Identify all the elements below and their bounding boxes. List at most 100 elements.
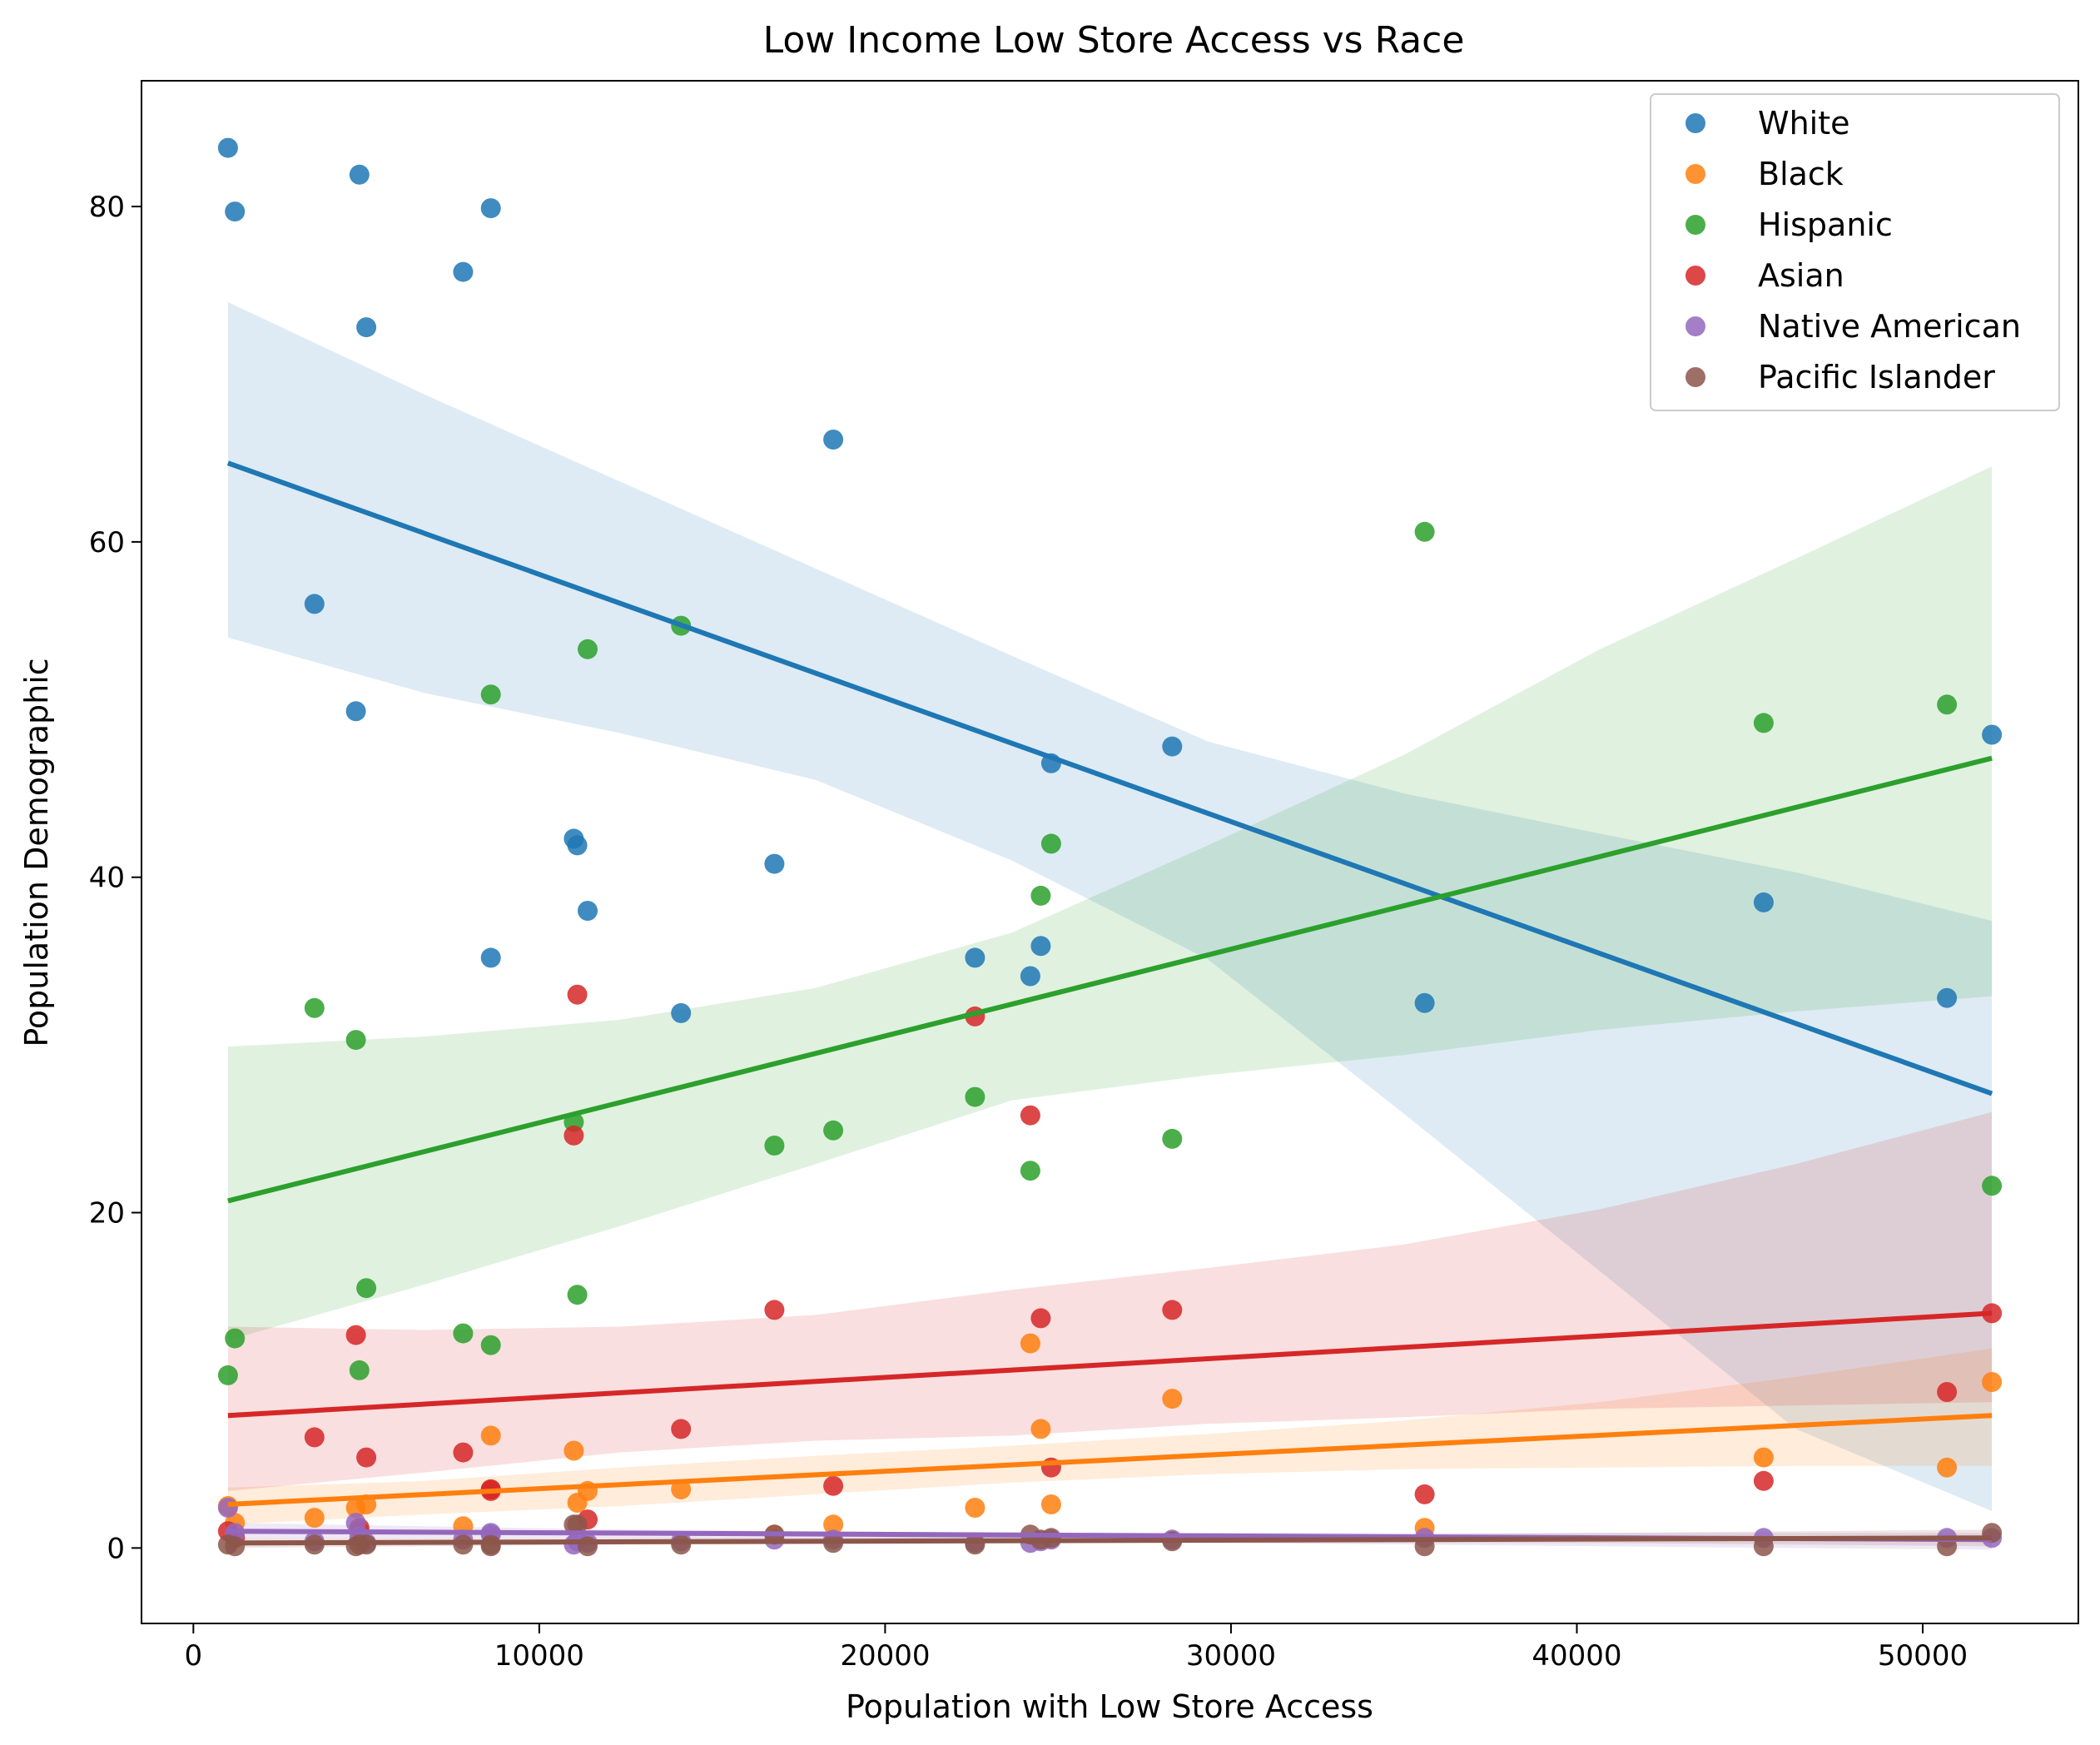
- point-black: [1162, 1389, 1183, 1409]
- point-white: [1030, 936, 1051, 957]
- x-tick-label: 20000: [840, 1639, 930, 1673]
- point-hispanic: [567, 1285, 588, 1305]
- point-white: [1020, 966, 1040, 987]
- x-tick-label: 0: [185, 1639, 203, 1673]
- point-white: [345, 701, 366, 722]
- legend-marker-white: [1685, 113, 1705, 133]
- ci-band-hispanic: [227, 466, 1993, 1340]
- legend-marker-hispanic: [1685, 215, 1705, 235]
- point-hispanic: [453, 1323, 474, 1344]
- point-asian: [356, 1447, 377, 1468]
- point-hispanic: [1414, 521, 1435, 542]
- x-tick-label: 10000: [494, 1639, 584, 1673]
- fit-line-black: [227, 1413, 1993, 1507]
- ci-band-white: [227, 301, 1993, 1512]
- point-hispanic: [965, 1086, 985, 1107]
- point-asian: [1753, 1470, 1774, 1491]
- point-hispanic: [1162, 1128, 1183, 1149]
- legend-label-hispanic: Hispanic: [1758, 206, 1893, 243]
- point-asian: [567, 984, 588, 1005]
- point-hispanic: [480, 1335, 501, 1355]
- point-white: [764, 853, 785, 874]
- y-axis-label: Population Demographic: [18, 658, 55, 1047]
- point-hispanic: [356, 1278, 377, 1299]
- point-black: [1753, 1447, 1774, 1468]
- point-hispanic: [578, 639, 598, 659]
- point-white: [1937, 987, 1958, 1008]
- point-white: [453, 261, 474, 282]
- point-asian: [563, 1125, 584, 1146]
- point-white: [1414, 992, 1435, 1013]
- point-asian: [1030, 1308, 1051, 1329]
- legend-label-pacific-islander: Pacific Islander: [1758, 359, 1995, 395]
- point-white: [349, 164, 370, 185]
- point-hispanic: [1030, 885, 1051, 906]
- point-hispanic: [1753, 713, 1774, 733]
- legend-marker-black: [1685, 164, 1705, 184]
- x-tick-label: 50000: [1878, 1639, 1968, 1673]
- y-tick-label: 60: [89, 526, 125, 559]
- point-hispanic: [1020, 1161, 1040, 1181]
- legend-label-black: Black: [1758, 156, 1844, 192]
- point-pacific-islander: [671, 1534, 692, 1555]
- y-tick-label: 40: [89, 862, 125, 895]
- point-white: [965, 947, 985, 968]
- legend-label-native-american: Native American: [1758, 308, 2021, 345]
- legend-marker-asian: [1685, 266, 1705, 286]
- point-white: [567, 835, 588, 856]
- point-black: [304, 1508, 325, 1529]
- fit-line-asian: [227, 1310, 1993, 1419]
- chart-title: Low Income Low Store Access vs Race: [763, 19, 1465, 62]
- legend: White Black Hispanic Asian Native American Pa…: [1650, 93, 2060, 411]
- point-white: [480, 947, 501, 968]
- point-white: [225, 201, 246, 222]
- fit-line-white: [226, 460, 1993, 1096]
- point-hispanic: [480, 684, 501, 705]
- point-asian: [1937, 1382, 1958, 1402]
- point-white: [823, 430, 844, 450]
- point-hispanic: [225, 1328, 246, 1349]
- x-axis-label: Population with Low Store Access: [846, 1688, 1373, 1725]
- x-tick-label: 30000: [1186, 1639, 1276, 1673]
- point-white: [304, 594, 325, 614]
- point-asian: [345, 1325, 366, 1345]
- y-tick-label: 20: [89, 1197, 125, 1230]
- point-hispanic: [345, 1030, 366, 1051]
- point-black: [671, 1479, 692, 1499]
- legend-frame: [1650, 93, 2060, 411]
- legend-label-asian: Asian: [1758, 257, 1844, 294]
- ci-band-asian: [227, 1111, 1993, 1491]
- point-white: [1753, 892, 1774, 912]
- point-hispanic: [764, 1136, 785, 1156]
- point-white: [480, 198, 501, 219]
- point-asian: [823, 1475, 844, 1496]
- point-hispanic: [1937, 694, 1958, 715]
- point-black: [1982, 1372, 2003, 1392]
- point-pacific-islander: [567, 1514, 588, 1535]
- point-white: [217, 137, 238, 158]
- point-black: [823, 1514, 844, 1535]
- point-hispanic: [1982, 1176, 2003, 1196]
- point-white: [671, 1002, 692, 1023]
- point-black: [563, 1440, 584, 1461]
- plot-area-frame: [141, 80, 2079, 1624]
- point-black: [1030, 1419, 1051, 1439]
- point-pacific-islander: [225, 1536, 246, 1557]
- point-pacific-islander: [1040, 1528, 1061, 1549]
- point-white: [356, 317, 377, 338]
- point-hispanic: [217, 1365, 238, 1385]
- legend-marker-native-american: [1685, 316, 1705, 336]
- point-white: [1162, 736, 1183, 757]
- legend-marker-pacific-islander: [1685, 367, 1705, 387]
- point-hispanic: [349, 1360, 370, 1380]
- point-pacific-islander: [1753, 1536, 1774, 1557]
- regression-lines: [226, 460, 1993, 1546]
- point-white: [578, 901, 598, 921]
- fit-line-pacific-islander: [227, 1535, 1993, 1546]
- point-black: [480, 1425, 501, 1446]
- point-black: [1937, 1457, 1958, 1478]
- point-asian: [671, 1419, 692, 1439]
- point-hispanic: [823, 1120, 844, 1141]
- point-native-american: [217, 1498, 238, 1518]
